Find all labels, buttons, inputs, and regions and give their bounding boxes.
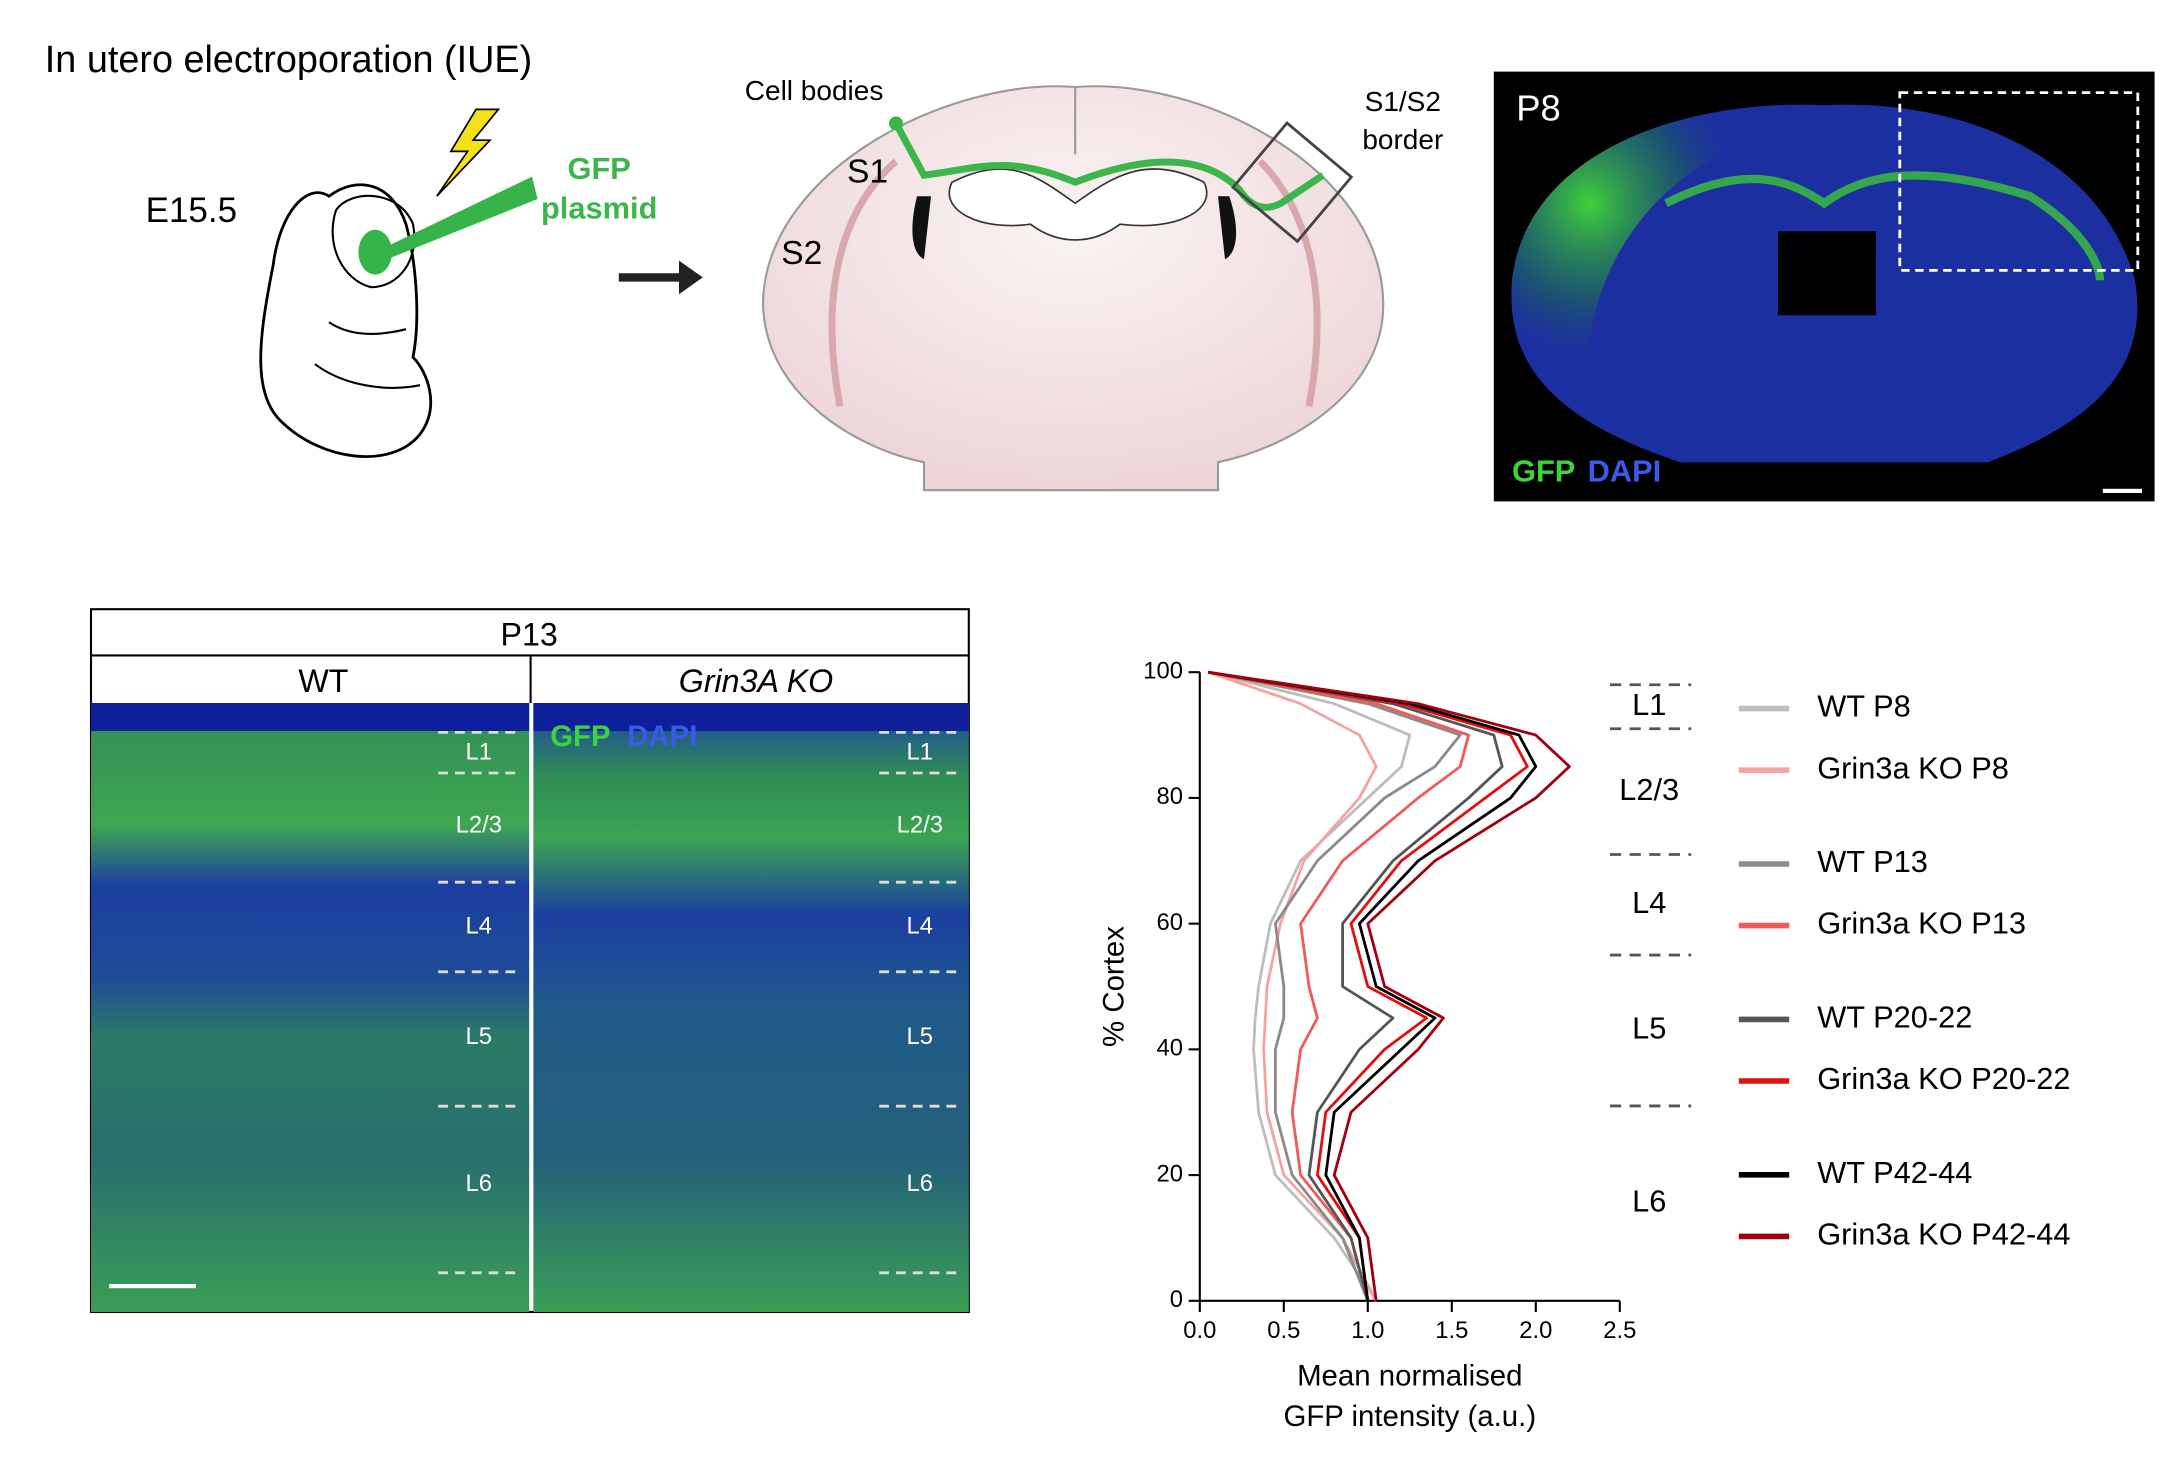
layer-label: L2/3 [897, 811, 943, 838]
layer-label: L2/3 [1619, 772, 1679, 807]
cell-body [889, 116, 903, 131]
scale-bar [2102, 488, 2142, 493]
electric-pulse-icon [436, 108, 501, 197]
ventricles [948, 168, 1208, 241]
plasmid-label: plasmid [541, 190, 657, 225]
cortex-layer [828, 158, 1321, 407]
y-tick-label: 40 [1157, 1035, 1183, 1062]
ko-image [533, 703, 969, 1312]
series-line [1207, 670, 1470, 1302]
embryo-limbs [314, 321, 421, 389]
column-header: Grin3A KO [679, 663, 833, 699]
pipette [380, 176, 538, 261]
wt-image [91, 703, 530, 1312]
layer-label: L5 [907, 1023, 933, 1050]
schematic-label: Cell bodies [745, 75, 884, 106]
x-axis-label: Mean normalised [1297, 1360, 1522, 1393]
series-line [1207, 670, 1504, 1302]
layer-label: L6 [907, 1170, 933, 1197]
series-line [1207, 670, 1378, 1302]
stain-label: GFP [1512, 454, 1575, 489]
y-tick-label: 100 [1143, 657, 1183, 684]
roi-box [1898, 91, 2140, 272]
x-tick-label: 1.5 [1435, 1317, 1468, 1344]
pia [91, 703, 530, 731]
legend-label: Grin3a KO P13 [1817, 906, 2026, 941]
brain-section [761, 85, 1385, 492]
embryo-outline [259, 183, 433, 459]
legend-label: WT P8 [1817, 689, 1911, 724]
layer-label: L5 [466, 1023, 492, 1050]
layer-label: L1 [907, 739, 933, 766]
layer-label: L1 [466, 739, 492, 766]
x-tick-label: 1.0 [1351, 1317, 1384, 1344]
legend-label: Grin3a KO P42-44 [1817, 1217, 2070, 1252]
scale-bar [109, 1284, 196, 1289]
series-line [1207, 670, 1462, 1302]
chart: 0 20 40 60 80 100 0.0 0.5 1.0 1.5 2.0 2.5 % Cortex Me… [1098, 657, 2071, 1433]
layer-annotations: L1 L2/3 L4 L5 L6 L1 L2/3 L4 L5 L6 [438, 730, 964, 1275]
legend-label: WT P13 [1817, 844, 1928, 879]
legend-label: WT P20-22 [1817, 1000, 1972, 1035]
layer-label: L4 [907, 912, 933, 939]
arrow-head [679, 260, 703, 295]
x-tick-label: 0.5 [1267, 1317, 1300, 1344]
p13-age: P13 [501, 617, 558, 653]
border-box [1231, 121, 1354, 244]
y-axis-label: % Cortex [1098, 926, 1131, 1047]
schematic-label: border [1362, 124, 1443, 155]
plasmid-label: GFP [568, 151, 631, 186]
legend-label: Grin3a KO P8 [1817, 750, 2009, 785]
schematic-label: S1/S2 [1365, 86, 1441, 117]
schematic-label: S2 [781, 235, 822, 272]
series-line [1207, 670, 1538, 1301]
p8-ventricle [1778, 231, 1876, 316]
layer-label: L2/3 [456, 811, 502, 838]
p8-gfp-signal [1511, 104, 1825, 435]
y-tick-label: 80 [1157, 783, 1183, 810]
legend-label: WT P42-44 [1817, 1155, 1972, 1190]
series-line [1207, 670, 1412, 1302]
series-line [1207, 670, 1571, 1301]
layer-label: L4 [466, 912, 492, 939]
x-tick-label: 0.0 [1183, 1317, 1216, 1344]
series-line [1207, 670, 1529, 1301]
stain-label: DAPI [1588, 454, 1662, 489]
column-header: WT [298, 663, 348, 699]
x-axis-label: GFP intensity (a.u.) [1283, 1400, 1536, 1433]
layer-label: L6 [1632, 1184, 1666, 1219]
layer-label: L5 [1632, 1011, 1666, 1046]
embryo-head [331, 194, 416, 289]
x-tick-label: 2.5 [1603, 1317, 1636, 1344]
y-tick-label: 20 [1157, 1160, 1183, 1187]
stain-label: GFP [550, 720, 610, 753]
p8-age: P8 [1516, 87, 1561, 128]
y-tick-label: 60 [1157, 909, 1183, 936]
schematic-label: S1 [847, 154, 888, 191]
legend-label: Grin3a KO P20-22 [1817, 1061, 2070, 1096]
layer-label: L6 [466, 1170, 492, 1197]
embryo-age: E15.5 [146, 191, 237, 230]
iue-title: In utero electroporation (IUE) [45, 39, 532, 81]
layer-label: L4 [1632, 885, 1666, 920]
injection-site [358, 229, 392, 275]
y-tick-label: 0 [1170, 1286, 1183, 1313]
pia [533, 703, 969, 731]
p8-callosum [1664, 171, 2105, 281]
layer-label: L1 [1632, 687, 1666, 722]
x-tick-label: 2.0 [1519, 1317, 1552, 1344]
stain-label: DAPI [627, 720, 697, 753]
